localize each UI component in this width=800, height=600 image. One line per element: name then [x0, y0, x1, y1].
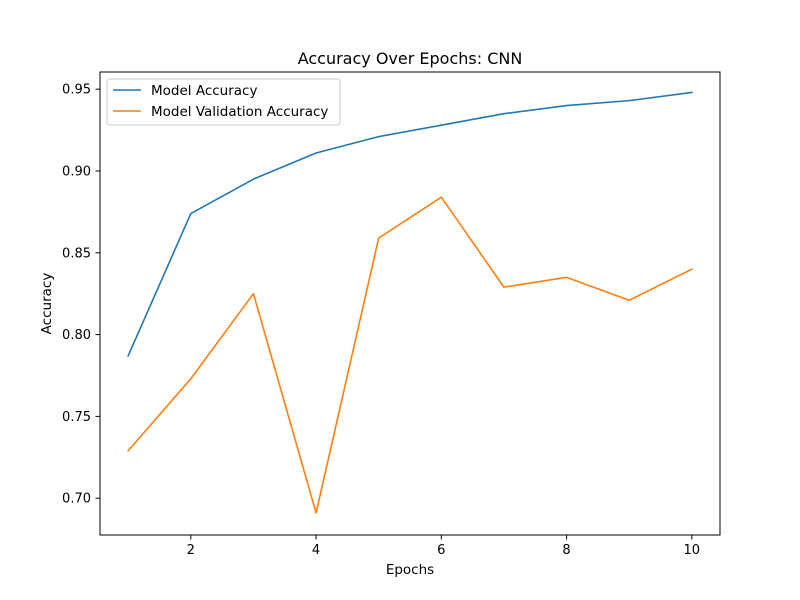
x-tick-label: 10: [684, 543, 701, 558]
y-tick-label: 0.95: [62, 83, 91, 98]
y-axis: 0.70 0.75 0.80 0.85 0.90 0.95: [62, 83, 100, 507]
y-tick-label: 0.85: [62, 246, 91, 261]
x-tick-label: 6: [437, 543, 445, 558]
y-axis-label: Accuracy: [39, 273, 55, 335]
legend-entry-label: Model Validation Accuracy: [151, 104, 328, 120]
x-tick-label: 2: [187, 543, 195, 558]
series-lines: [127, 91, 693, 514]
y-tick-label: 0.90: [62, 164, 91, 179]
legend-frame: [106, 78, 341, 126]
chart-title: Accuracy Over Epochs: CNN: [298, 49, 523, 68]
series-line-model-validation-accuracy: [127, 196, 693, 514]
legend: Model Accuracy Model Validation Accuracy: [106, 78, 341, 126]
axes-frame: [99, 71, 721, 536]
series-line-model-accuracy: [127, 91, 693, 357]
x-tick-label: 8: [562, 543, 570, 558]
x-axis-label: Epochs: [386, 562, 434, 578]
y-tick-label: 0.70: [62, 492, 91, 507]
x-axis: 2 4 6 8 10: [187, 535, 700, 558]
legend-entry-label: Model Accuracy: [151, 83, 257, 99]
x-tick-label: 4: [312, 543, 320, 558]
y-tick-label: 0.80: [62, 328, 91, 343]
y-tick-label: 0.75: [62, 410, 91, 425]
plot-area: [99, 71, 721, 536]
